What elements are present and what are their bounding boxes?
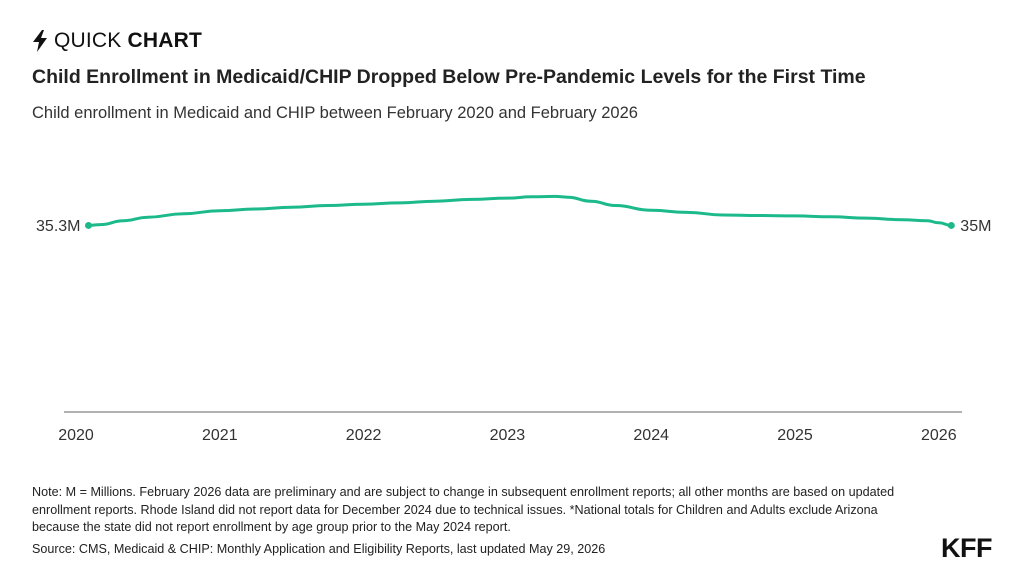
x-tick-label: 2020 xyxy=(58,427,94,444)
brand-emphasis: CHART xyxy=(127,29,203,52)
start-point xyxy=(85,221,93,229)
kff-logo: KFF xyxy=(941,533,992,563)
data-labels: 35.3M 35M xyxy=(36,218,991,235)
x-tick-label: 2024 xyxy=(633,427,669,444)
x-axis: 2020 2021 2022 2023 2024 2025 2026 xyxy=(58,411,962,444)
x-tick-label: 2022 xyxy=(346,427,382,444)
x-tick-label: 2026 xyxy=(921,427,957,444)
chart-subtitle: Child enrollment in Medicaid and CHIP be… xyxy=(32,104,638,122)
quick-chart-brand: QUICK CHART xyxy=(32,28,202,54)
start-value-label: 35.3M xyxy=(36,218,80,235)
chart-note: Note: M = Millions. February 2026 data a… xyxy=(32,485,895,534)
line-chart: 2020 2021 2022 2023 2024 2025 2026 35.3M 35M xyxy=(36,194,991,444)
chart-title: Child Enrollment in Medicaid/CHIP Droppe… xyxy=(32,66,866,88)
enrollment-line xyxy=(87,194,953,227)
x-tick-label: 2021 xyxy=(202,427,238,444)
series-layer xyxy=(85,194,955,229)
chart-source: Source: CMS, Medicaid & CHIP: Monthly Ap… xyxy=(32,542,606,556)
end-value-label: 35M xyxy=(960,218,991,235)
x-tick-label: 2025 xyxy=(777,427,813,444)
x-tick-label: 2023 xyxy=(490,427,526,444)
brand-prefix: QUICK xyxy=(54,29,122,52)
lightning-bolt-icon xyxy=(33,30,47,52)
end-point xyxy=(947,221,955,229)
